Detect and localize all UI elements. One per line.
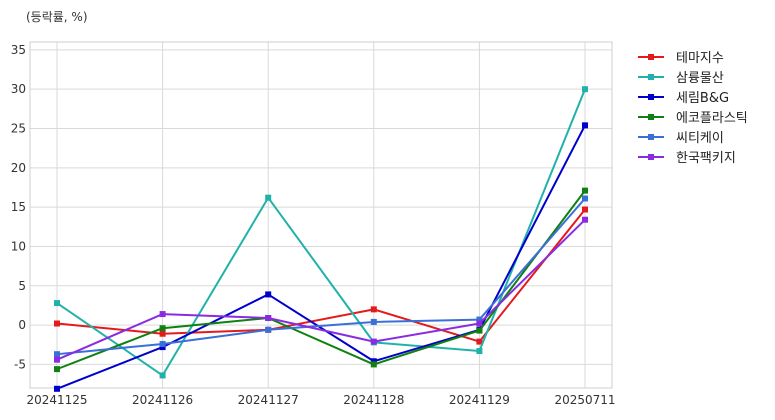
- legend-item: 에코플라스틱: [638, 111, 748, 126]
- legend-item: 세림B&G: [638, 91, 729, 106]
- legend-item: 한국팩키지: [638, 151, 736, 166]
- x-tick-label: 20241128: [343, 393, 404, 407]
- legend-marker: [648, 114, 654, 120]
- data-point: [582, 86, 588, 93]
- data-point: [54, 300, 60, 307]
- legend-item: 테마지수: [638, 51, 724, 66]
- y-tick-label: 30: [11, 82, 26, 96]
- data-point: [265, 315, 272, 322]
- legend-item: 씨티케이: [638, 131, 724, 146]
- series-line: [56, 124, 586, 390]
- legend-marker: [648, 134, 654, 140]
- series-line: [56, 197, 586, 356]
- y-tick-label: 5: [18, 279, 26, 293]
- x-tick-label: 20250711: [554, 393, 615, 407]
- data-point: [159, 344, 166, 351]
- data-point: [582, 206, 588, 213]
- y-tick-label: 0: [18, 318, 26, 332]
- data-point: [159, 311, 166, 318]
- data-point: [582, 216, 588, 223]
- data-point: [159, 340, 166, 347]
- data-point: [582, 195, 588, 202]
- y-tick-label: -5: [14, 357, 26, 371]
- series-6: [54, 216, 588, 363]
- data-point: [370, 361, 377, 368]
- data-point: [54, 351, 60, 358]
- series-5: [54, 195, 588, 358]
- data-point: [265, 326, 272, 333]
- legend-label: 삼륭물산: [676, 71, 724, 86]
- series-line: [56, 88, 586, 377]
- data-point: [265, 194, 272, 201]
- series-2: [54, 86, 588, 379]
- legend-label: 에코플라스틱: [676, 111, 748, 126]
- data-point: [370, 318, 377, 325]
- series-line: [56, 219, 586, 361]
- data-point: [582, 122, 588, 129]
- data-point: [476, 320, 483, 327]
- data-point: [476, 316, 483, 323]
- y-tick-label: 35: [11, 43, 26, 57]
- x-tick-label: 20241126: [132, 393, 193, 407]
- y-tick-label: 20: [11, 161, 26, 175]
- legend-marker: [648, 74, 654, 80]
- data-point: [582, 187, 588, 194]
- series-3: [54, 122, 588, 392]
- data-point: [159, 372, 166, 379]
- data-point: [370, 358, 377, 365]
- y-unit-label: (등락률, %): [26, 10, 88, 24]
- y-tick-label: 15: [11, 200, 26, 214]
- legend-label: 한국팩키지: [676, 151, 736, 166]
- series-lines: [54, 86, 588, 392]
- x-tick-label: 20241125: [26, 393, 87, 407]
- plot-border: [29, 41, 613, 389]
- data-point: [370, 306, 377, 313]
- data-point: [54, 366, 60, 373]
- series-line: [56, 208, 586, 343]
- legend-marker: [648, 54, 654, 60]
- legend-item: 삼륭물산: [638, 71, 724, 86]
- legend-marker: [648, 94, 654, 100]
- data-point: [265, 291, 272, 298]
- legend-label: 세림B&G: [676, 91, 729, 106]
- data-point: [159, 325, 166, 332]
- axes: -5 0 5 10 15 20 25 30 35 20241125 20241126 20241127…: [11, 41, 616, 407]
- data-point: [370, 338, 377, 345]
- y-tick-label: 25: [11, 122, 26, 136]
- legend-label: 테마지수: [676, 51, 724, 66]
- data-point: [476, 327, 483, 334]
- x-tick-label: 20241127: [238, 393, 299, 407]
- legend-marker: [648, 154, 654, 160]
- grid-lines: [30, 42, 612, 388]
- y-tick-label: 10: [11, 239, 26, 253]
- data-point: [159, 330, 166, 337]
- data-point: [476, 338, 483, 345]
- data-point: [54, 356, 60, 363]
- data-point: [54, 385, 60, 392]
- data-point: [54, 320, 60, 327]
- legend-label: 씨티케이: [676, 131, 724, 146]
- data-point: [476, 348, 483, 355]
- x-tick-label: 20241129: [449, 393, 510, 407]
